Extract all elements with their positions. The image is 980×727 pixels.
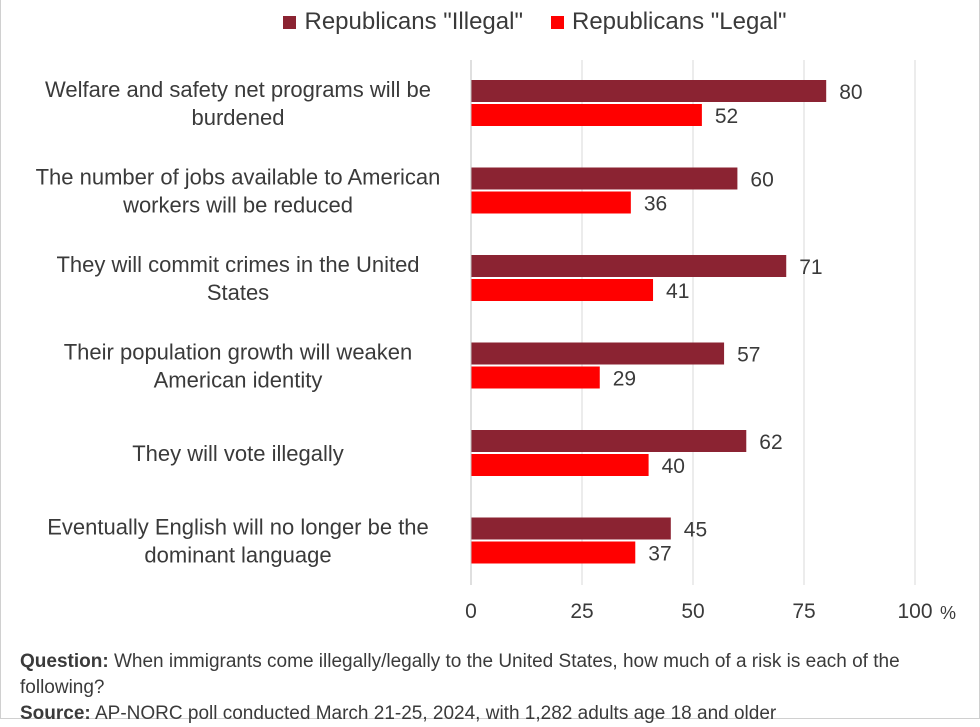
category-label: The number of jobs available to American	[36, 165, 441, 190]
bar	[471, 454, 649, 476]
bar	[471, 80, 827, 102]
bar	[471, 167, 738, 190]
bar	[471, 191, 631, 214]
data-label: 80	[839, 81, 862, 104]
source-label: Source:	[20, 703, 91, 724]
x-tick-label: 50	[681, 600, 704, 623]
source-text: AP-NORC poll conducted March 21-25, 2024…	[90, 703, 777, 724]
question-text: When immigrants come illegally/legally t…	[20, 651, 900, 698]
data-label: 52	[715, 105, 738, 128]
category-label: They will vote illegally	[132, 441, 344, 466]
category-label: They will commit crimes in the United	[56, 252, 419, 277]
x-tick-label: 100	[897, 600, 932, 623]
legend-item-legal: Republicans "Legal"	[550, 8, 787, 36]
category-label: burdened	[192, 105, 285, 130]
legend-item-illegal: Republicans "Illegal"	[283, 8, 523, 36]
legend: Republicans "Illegal" Republicans "Legal…	[0, 8, 980, 36]
x-tick-label: 0	[465, 600, 477, 623]
data-label: 62	[759, 431, 782, 454]
category-label: Welfare and safety net programs will be	[45, 77, 431, 102]
data-label: 29	[613, 368, 636, 391]
bar	[471, 255, 787, 277]
data-label: 45	[684, 519, 707, 542]
bar	[471, 541, 636, 564]
bar-chart: 0 25 50 75 100 % 80 52 Welfare and safety net pr…	[36, 60, 956, 623]
question-label: Question:	[20, 651, 109, 672]
bar	[471, 342, 725, 365]
data-label: 60	[750, 169, 773, 192]
bar	[471, 366, 600, 389]
bar	[471, 279, 654, 301]
legend-label-illegal: Republicans "Illegal"	[304, 8, 523, 35]
category-label: workers will be reduced	[122, 193, 353, 218]
data-label: 36	[644, 193, 667, 216]
bar	[471, 104, 702, 126]
chart-notes: Question: When immigrants come illegally…	[20, 649, 950, 727]
data-label: 71	[799, 256, 822, 279]
data-label: 40	[662, 455, 685, 478]
data-label: 37	[648, 543, 671, 566]
x-unit-label: %	[940, 603, 956, 623]
x-tick-label: 75	[792, 600, 815, 623]
bar	[471, 430, 747, 452]
data-label: 41	[666, 280, 689, 303]
data-label: 57	[737, 344, 760, 367]
legend-label-legal: Republicans "Legal"	[571, 8, 787, 35]
x-tick-label: 25	[570, 600, 593, 623]
category-label: Eventually English will no longer be the	[47, 515, 429, 540]
question-note: Question: When immigrants come illegally…	[20, 649, 950, 701]
category-label: Their population growth will weaken	[64, 340, 413, 365]
source-note: Source: AP-NORC poll conducted March 21-…	[20, 701, 950, 727]
category-label: States	[207, 280, 269, 305]
category-label: dominant language	[144, 543, 331, 568]
legend-swatch-legal	[550, 15, 564, 29]
category-label: American identity	[154, 368, 323, 393]
legend-swatch-illegal	[283, 15, 297, 29]
bar	[471, 517, 671, 540]
